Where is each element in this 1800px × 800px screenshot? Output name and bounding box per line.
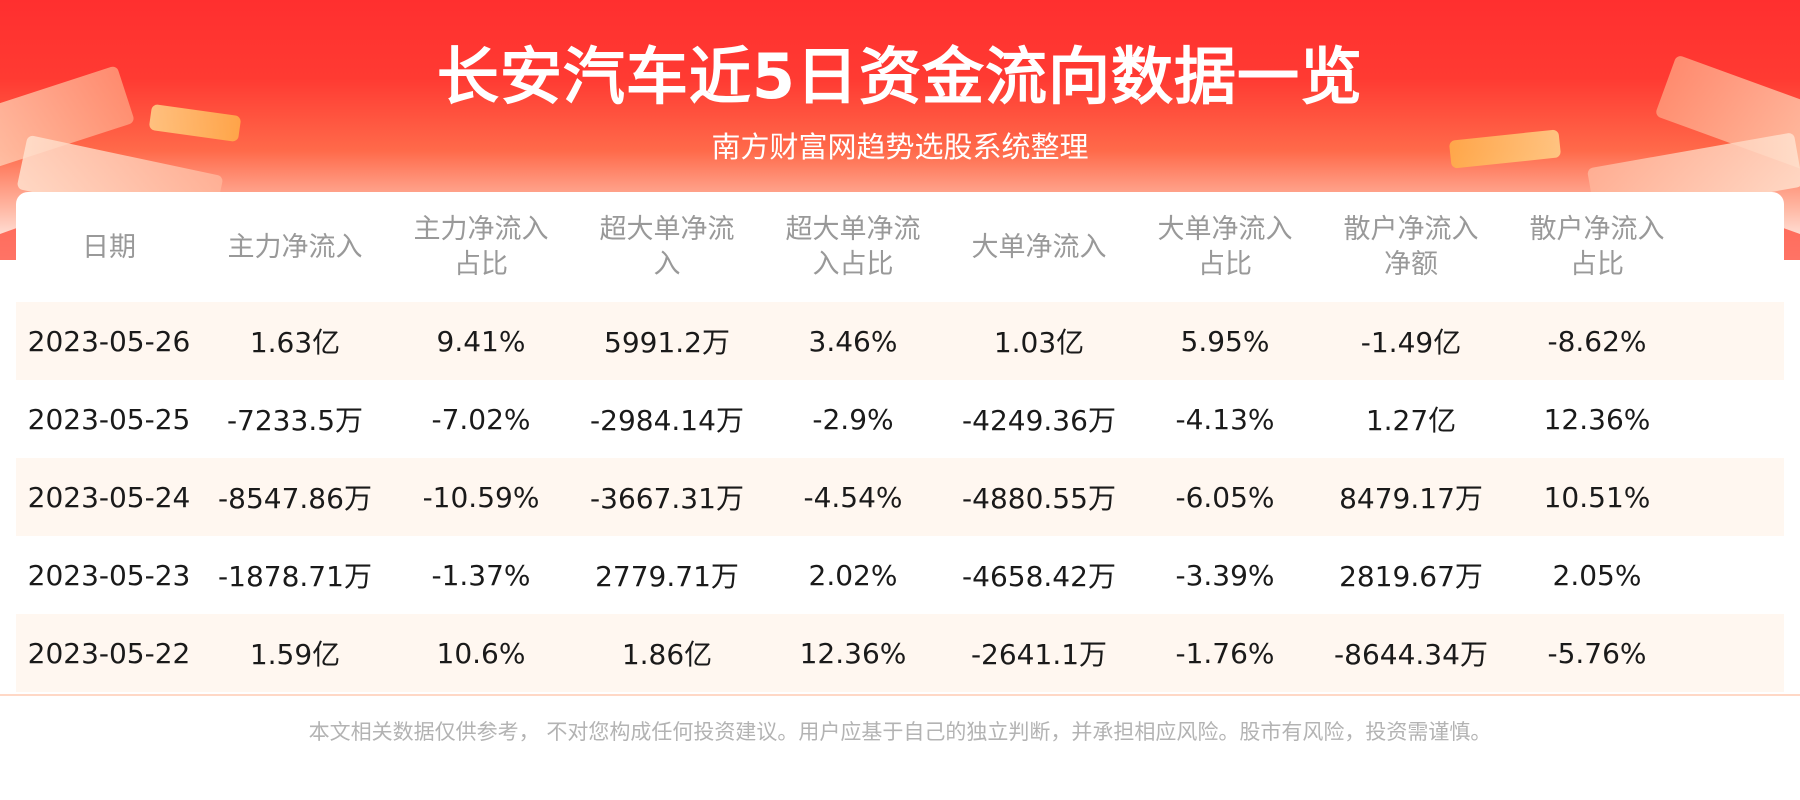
col-header-retail-ratio: 散户净流入 占比 [1529,214,1665,280]
cell-main-ratio: 9.41% [436,324,526,358]
col-header-large-ratio: 大单净流入 占比 [1157,214,1293,280]
col-header-retail-net: 散户净流入 净额 [1343,214,1479,280]
page-title: 长安汽车近5日资金流向数据一览 [436,40,1364,113]
footer-divider [0,694,1800,696]
cell-large-inflow: -4249.36万 [962,404,1116,437]
cell-large-inflow: -2641.1万 [970,638,1108,671]
cell-date: 2023-05-25 [27,402,191,436]
cell-large-ratio: -4.13% [1175,402,1275,436]
table-row: 2023-05-25 -7233.5万 -7.02% -2984.14万 -2.… [16,380,1784,458]
disclaimer-text: 本文相关数据仅供参考， 不对您构成任何投资建议。用户应基于自己的独立判断，并承担… [308,720,1492,744]
cell-retail-ratio: 12.36% [1543,402,1651,436]
cell-large-ratio: -6.05% [1175,480,1275,514]
cell-retail-net: 1.27亿 [1365,404,1457,437]
cell-xl-inflow: 1.86亿 [621,638,713,671]
cell-retail-net: -8644.34万 [1334,638,1488,671]
cell-date: 2023-05-26 [27,324,191,358]
table-body: 2023-05-26 1.63亿 9.41% 5991.2万 3.46% 1.0… [16,302,1784,692]
page-subtitle: 南方财富网趋势选股系统整理 [711,130,1089,164]
cell-xl-ratio: -2.9% [812,402,894,436]
cell-main-inflow: 1.59亿 [249,638,341,671]
col-header-large-inflow: 大单净流入 [971,231,1107,263]
cell-main-ratio: -1.37% [431,558,531,592]
cell-main-inflow: -1878.71万 [218,560,372,593]
cell-retail-ratio: 10.51% [1543,480,1651,514]
cell-large-inflow: -4658.42万 [962,560,1116,593]
cell-date: 2023-05-24 [27,480,191,514]
cell-main-inflow: -8547.86万 [218,482,372,515]
cell-retail-net: 2819.67万 [1339,560,1483,593]
cell-xl-inflow: -2984.14万 [590,404,744,437]
table-row: 2023-05-26 1.63亿 9.41% 5991.2万 3.46% 1.0… [16,302,1784,380]
cell-large-inflow: 1.03亿 [993,326,1085,359]
cell-xl-inflow: 5991.2万 [604,326,730,359]
cell-date: 2023-05-23 [27,558,191,592]
cell-xl-inflow: -3667.31万 [590,482,744,515]
cell-xl-ratio: 12.36% [799,636,907,670]
cell-main-ratio: -7.02% [431,402,531,436]
cell-xl-ratio: 3.46% [808,324,898,358]
cell-main-inflow: 1.63亿 [249,326,341,359]
cell-retail-net: 8479.17万 [1339,482,1483,515]
cell-main-ratio: 10.6% [436,636,526,670]
table-row: 2023-05-24 -8547.86万 -10.59% -3667.31万 -… [16,458,1784,536]
cell-date: 2023-05-22 [27,636,191,670]
cell-xl-ratio: -4.54% [803,480,903,514]
cell-xl-inflow: 2779.71万 [595,560,739,593]
col-header-xl-ratio: 超大单净流 入占比 [785,214,921,280]
cell-retail-net: -1.49亿 [1360,326,1462,359]
col-header-xl-inflow: 超大单净流入 [599,214,735,280]
col-header-main-inflow: 主力净流入 [227,231,363,263]
cell-large-ratio: 5.95% [1180,324,1270,358]
cell-large-ratio: -3.39% [1175,558,1275,592]
col-header-date: 日期 [82,231,136,263]
table-row: 2023-05-23 -1878.71万 -1.37% 2779.71万 2.0… [16,536,1784,614]
table-row: 2023-05-22 1.59亿 10.6% 1.86亿 12.36% -264… [16,614,1784,692]
cell-retail-ratio: -8.62% [1547,324,1647,358]
cell-main-ratio: -10.59% [422,480,540,514]
cell-main-inflow: -7233.5万 [226,404,364,437]
data-table-card: S 南方财富网 Southmoney.com 日期 主力净流入 主力净流入占比 … [16,192,1784,694]
cell-large-ratio: -1.76% [1175,636,1275,670]
cell-large-inflow: -4880.55万 [962,482,1116,515]
cell-retail-ratio: 2.05% [1552,558,1642,592]
col-header-main-ratio: 主力净流入 占比 [413,214,549,280]
cell-xl-ratio: 2.02% [808,558,898,592]
table-header: 日期 主力净流入 主力净流入 占比 超大单净流入 超大单净流 入占比 大单净流入 大… [16,192,1784,302]
cell-retail-ratio: -5.76% [1547,636,1647,670]
